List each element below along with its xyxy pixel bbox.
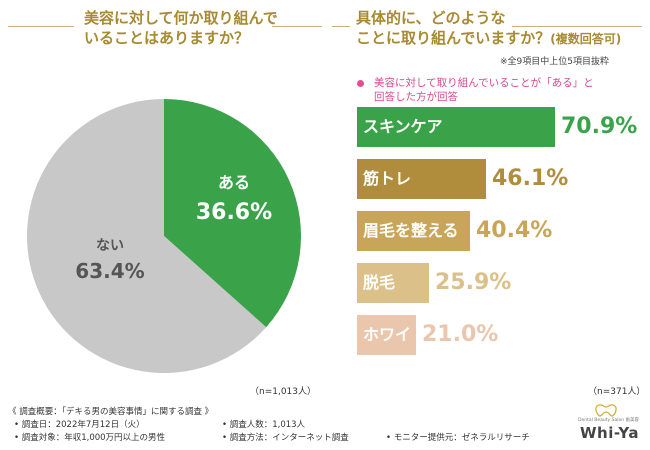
left-title-line1: 美容に対して何か取り組んで bbox=[84, 9, 278, 27]
bar-label-whitening: ホワイトニング bbox=[363, 325, 476, 344]
bar-value-skincare: 70.9% bbox=[561, 114, 638, 139]
subtitle-bullet-icon bbox=[357, 80, 364, 87]
survey-heading: 《 調査概要：「デキる男の美容事情」に関する調査 》 bbox=[8, 407, 214, 417]
right-title-line2: ことに取り組んでいますか？ bbox=[356, 29, 551, 47]
bar-value-kintore: 46.1% bbox=[492, 166, 569, 191]
left-chart-title: 美容に対して何か取り組んで いることはありますか？ bbox=[84, 8, 278, 48]
right-subtitle-line1: 美容に対して取り組んでいることが「ある」と bbox=[374, 77, 594, 89]
pie-value-nai: 63.4% bbox=[75, 259, 144, 283]
right-title-sub: (複数回答可) bbox=[550, 32, 622, 46]
pie-label-aru: ある bbox=[218, 173, 250, 192]
right-title-line1: 具体的に、どのような bbox=[356, 9, 506, 27]
survey-summary: 《 調査概要：「デキる男の美容事情」に関する調査 》 • 調査日：2022年7月… bbox=[8, 405, 642, 445]
right-subtitle: 美容に対して取り組んでいることが「ある」と 回答した方が回答 bbox=[374, 76, 594, 104]
survey-date: • 調査日：2022年7月12日（火） bbox=[14, 420, 145, 430]
pie-value-aru: 36.6% bbox=[196, 200, 272, 225]
bar-whitening: ホワイトニング bbox=[357, 315, 475, 355]
bar-value-datsumo: 25.9% bbox=[435, 270, 512, 295]
pie-slice-aru bbox=[164, 99, 301, 328]
bar-datsumo: 脱毛 bbox=[357, 263, 429, 303]
right-chart-title: 具体的に、どのような ことに取り組んでいますか？(複数回答可) bbox=[356, 8, 621, 49]
bar-mayuge: 眉毛を整える bbox=[357, 211, 470, 251]
survey-provider: • モニター提供元：ゼネラルリサーチ bbox=[386, 433, 530, 443]
logo-brand: Whi-Ya bbox=[580, 424, 639, 442]
pie-label-nai: ない bbox=[96, 238, 124, 254]
bar-skincare: スキンケア bbox=[357, 107, 555, 147]
right-title-rule-left bbox=[332, 26, 350, 27]
bar-label-skincare: スキンケア bbox=[363, 117, 443, 136]
survey-method: • 調査方法：インターネット調査 bbox=[222, 433, 349, 443]
left-title-rule-right bbox=[272, 26, 322, 27]
survey-count: • 調査人数：1,013人 bbox=[222, 420, 306, 430]
bar-label-mayuge: 眉毛を整える bbox=[363, 221, 459, 240]
pie-chart: ある 36.6% ない 63.4% bbox=[26, 98, 301, 373]
tooth-logo-icon bbox=[595, 404, 617, 417]
left-title-line2: いることはありますか？ bbox=[84, 29, 250, 47]
left-n-label: （n=1,013人） bbox=[250, 387, 317, 397]
bar-value-mayuge: 40.4% bbox=[476, 218, 553, 243]
bar-label-kintore: 筋トレ bbox=[363, 169, 412, 188]
pie-slice-nai bbox=[26, 98, 267, 373]
right-subtitle-line2: 回答した方が回答 bbox=[374, 91, 458, 103]
right-note: ※全9項目中上位5項目抜粋 bbox=[500, 57, 609, 67]
bar-value-whitening: 21.0% bbox=[422, 322, 499, 347]
logo-tagline: Dental Beauty Salon 歯美容 bbox=[578, 418, 640, 423]
bar-label-datsumo: 脱毛 bbox=[363, 273, 396, 292]
whiya-logo: Dental Beauty Salon 歯美容 Whi-Ya bbox=[570, 404, 644, 448]
right-title-rule-right bbox=[512, 26, 642, 27]
survey-target: • 調査対象：年収1,000万円以上の男性 bbox=[14, 433, 166, 443]
bar-kintore: 筋トレ bbox=[357, 159, 486, 199]
left-title-rule-left bbox=[8, 26, 74, 27]
right-n-label: （n=371人） bbox=[588, 387, 646, 397]
